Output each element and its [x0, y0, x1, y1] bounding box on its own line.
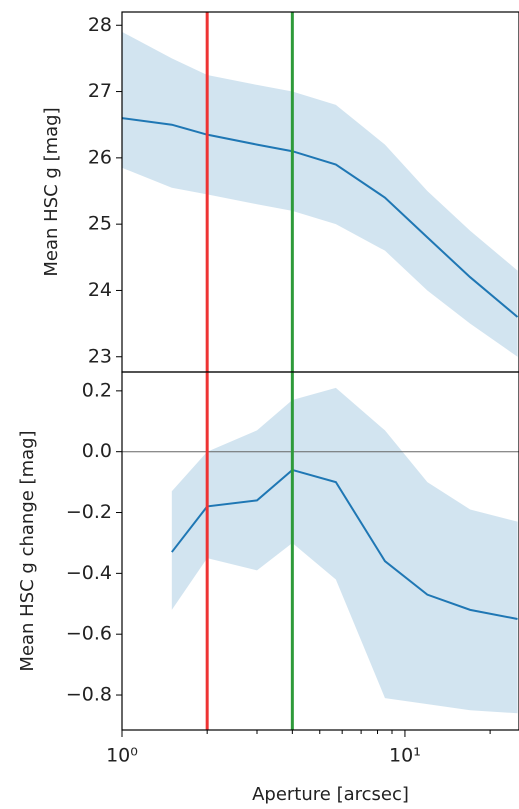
- y-tick-label: −0.4: [66, 562, 112, 584]
- y-tick-label: 0.2: [82, 379, 112, 401]
- y-tick-label: 23: [88, 345, 112, 367]
- band: [122, 31, 518, 357]
- y-tick-label: 0.0: [82, 440, 112, 462]
- line: [121, 117, 519, 318]
- y-axis-label: Mean HSC g change [mag]: [17, 430, 38, 671]
- y-tick-label: −0.2: [66, 501, 112, 523]
- y-tick-label: 25: [88, 213, 112, 235]
- y-tick-label: 26: [88, 146, 112, 168]
- y-tick-label: 27: [88, 80, 112, 102]
- y-tick-label: −0.6: [66, 623, 112, 645]
- x-axis-label: Aperture [arcsec]: [252, 784, 409, 805]
- y-tick-label: 24: [88, 279, 112, 301]
- y-axis-label: Mean HSC g [mag]: [41, 107, 62, 276]
- frame: [121, 371, 519, 731]
- y-tick-label: 28: [88, 14, 112, 36]
- line: [171, 468, 518, 620]
- band: [171, 387, 518, 714]
- y-tick-label: −0.8: [66, 684, 112, 706]
- x-tick-label: 10⁰: [106, 745, 138, 767]
- x-tick-label: 10¹: [389, 745, 421, 767]
